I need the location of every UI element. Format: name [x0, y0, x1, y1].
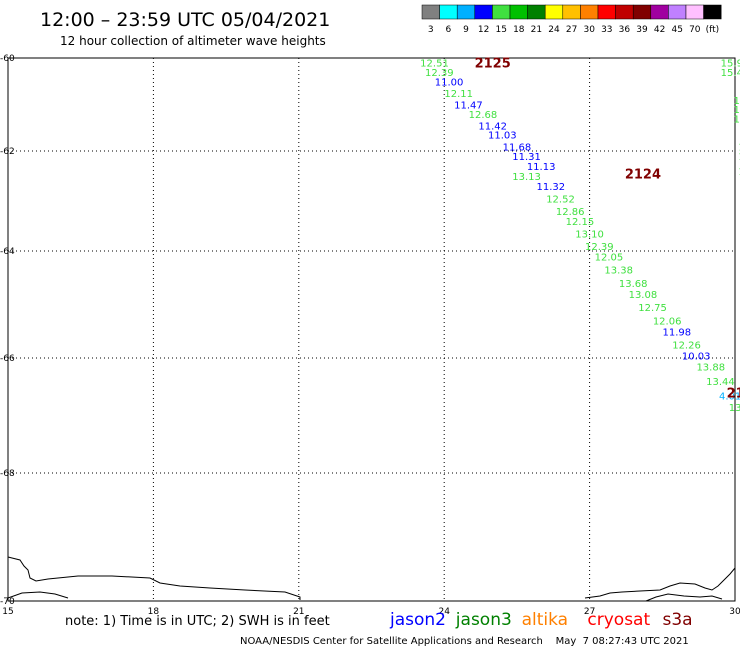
legend-label: 3: [428, 25, 434, 35]
satellite-legend: jason2 jason3 altika cryosat s3a: [389, 610, 693, 630]
legend-swatch: [686, 5, 704, 19]
legend-label: (ft): [706, 25, 720, 35]
y-tick-label: -62: [0, 147, 15, 157]
legend-swatch: [528, 5, 546, 19]
grid-lines: [8, 58, 735, 601]
chart-subtitle: 12 hour collection of altimeter wave hei…: [60, 34, 326, 48]
satellite-name-cryosat: cryosat: [587, 610, 650, 630]
pass-number-label: 2125: [475, 57, 511, 72]
legend-label: 24: [548, 25, 560, 35]
swh-value-label: 12.52: [546, 195, 575, 206]
swh-value-label: 13.38: [604, 266, 633, 277]
swh-value-label: 10.03: [682, 351, 711, 362]
swh-value-label: 13.88: [696, 363, 725, 374]
swh-points: 12.5112.3911.0012.1111.4712.6811.4211.03…: [420, 59, 740, 429]
legend-label: 42: [654, 25, 665, 35]
swh-value-label: 12.75: [638, 303, 667, 314]
satellite-name-altika: altika: [522, 610, 569, 630]
satellite-name-s3a: s3a: [663, 610, 693, 630]
footer-credit: NOAA/NESDIS Center for Satellite Applica…: [240, 636, 689, 647]
legend-swatch: [651, 5, 669, 19]
plot-border: [8, 58, 735, 601]
coastline-path-3: [585, 568, 735, 598]
swh-value-label: 11.00: [435, 77, 464, 88]
legend-label: 21: [531, 25, 542, 35]
legend-swatch: [422, 5, 440, 19]
legend-label: 39: [636, 25, 648, 35]
legend-label: 36: [619, 25, 631, 35]
swh-value-label: 12.11: [444, 89, 473, 100]
swh-value-label: 13.68: [619, 279, 648, 290]
legend-swatch: [510, 5, 528, 19]
legend-swatch: [440, 5, 458, 19]
pass-number-label: 2123: [727, 387, 740, 402]
coastline-path-4: [646, 594, 722, 601]
legend-swatch: [668, 5, 686, 19]
legend-swatch: [580, 5, 598, 19]
legend-label: 15: [495, 25, 506, 35]
swh-value-label: 12.68: [469, 110, 498, 121]
legend-swatch: [457, 5, 475, 19]
legend-swatch: [704, 5, 722, 19]
y-tick-label: -70: [0, 597, 15, 607]
legend-swatch: [545, 5, 563, 19]
legend-swatch: [616, 5, 634, 19]
swh-value-label: 11.32: [537, 182, 566, 193]
coastline-path-2: [8, 592, 68, 598]
y-tick-label: -68: [0, 469, 15, 479]
legend-label: 33: [601, 25, 612, 35]
swh-value-label: 12.05: [595, 252, 624, 263]
swh-value-label: 11.03: [488, 131, 517, 142]
swh-value-label: 12.39: [585, 242, 614, 253]
legend-label: 6: [446, 25, 452, 35]
legend-swatch: [492, 5, 510, 19]
legend-label: 18: [513, 25, 525, 35]
coastline: [8, 557, 735, 601]
swh-value-label: 11.98: [663, 327, 692, 338]
legend-label: 12: [478, 25, 489, 35]
swh-value-label: 13.9: [729, 403, 740, 414]
legend-label: 45: [671, 25, 682, 35]
legend-swatch: [475, 5, 493, 19]
y-tick-label: -60: [0, 54, 15, 64]
y-tick-label: -66: [0, 354, 15, 364]
satellite-name-jason3: jason3: [455, 610, 512, 630]
satellite-name-jason2: jason2: [389, 610, 446, 630]
swh-value-label: 13.10: [575, 230, 604, 241]
chart-title: 12:00 – 23:59 UTC 05/04/2021: [40, 9, 330, 31]
y-tick-label: -64: [0, 247, 15, 257]
legend-label: 30: [583, 25, 595, 35]
swh-value-label: 12.06: [653, 317, 682, 328]
swh-value-label: 12.26: [672, 341, 701, 352]
legend-label: 70: [689, 25, 701, 35]
swh-value-label: 15.49: [721, 68, 740, 79]
legend-swatch: [563, 5, 581, 19]
swh-value-label: 13.08: [629, 290, 658, 301]
pass-number-label: 2124: [625, 168, 661, 183]
swh-value-label: 12.15: [566, 217, 595, 228]
legend-swatch: [633, 5, 651, 19]
x-tick-label: 30: [729, 607, 740, 617]
legend-label: 27: [566, 25, 577, 35]
swh-value-label: 13.1: [734, 114, 740, 125]
x-tick-label: 15: [2, 607, 13, 617]
legend-label: 9: [463, 25, 469, 35]
legend-swatch: [598, 5, 616, 19]
footer-note: note: 1) Time is in UTC; 2) SWH is in fe…: [65, 614, 330, 629]
